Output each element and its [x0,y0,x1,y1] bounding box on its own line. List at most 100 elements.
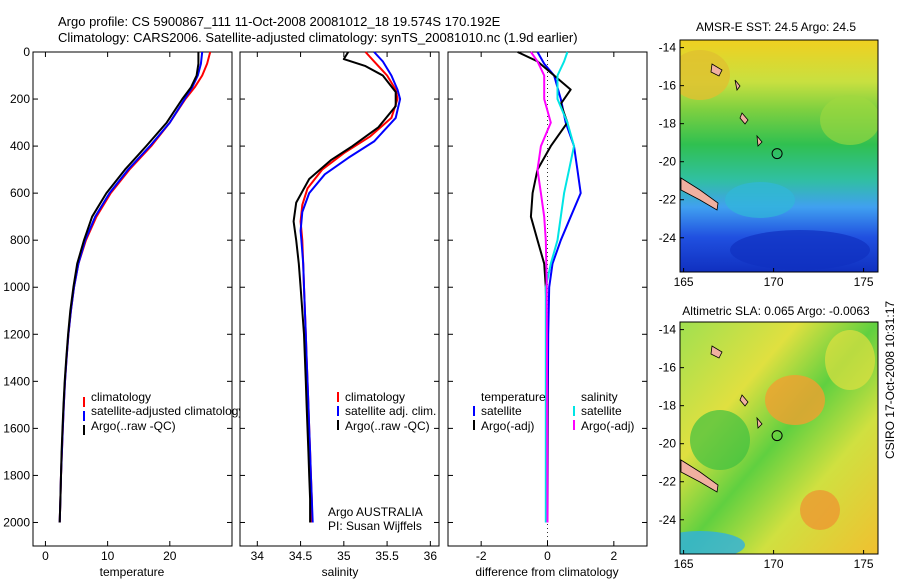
credit-line2: PI: Susan Wijffels [328,519,422,533]
legend-salinity-header: salinity [581,390,618,404]
y-tick-label: 1200 [3,327,30,341]
x-tick-label: 10 [101,549,115,563]
x-tick-label: 20 [163,549,177,563]
x-tick-label: 34 [251,549,265,563]
argo-float-marker [771,148,783,160]
map-y-tick-label: -18 [659,399,677,413]
y-tick-label: 1800 [3,468,30,482]
legend-climatology: climatology [91,390,151,404]
series-line-argo-raw-qc- [292,51,397,523]
y-tick-label: 200 [10,92,30,106]
sst-warm-patch [680,50,730,100]
credit-line1: Argo AUSTRALIA [328,505,423,519]
map-x-tick-label: 165 [674,275,694,289]
temperature-legend: climatology satellite-adjusted climatolo… [83,390,244,435]
salinity-xlabel: salinity [322,565,359,579]
island-outline [739,394,749,407]
y-tick-label: 2000 [3,515,30,529]
y-tick-label: 0 [23,45,30,59]
island-outline [710,345,723,359]
salinity-legend: climatology satellite adj. clim. Argo(..… [337,390,436,433]
sst-cold-band [730,230,870,270]
salinity-frame [239,51,440,547]
sla-high-patch [765,375,825,425]
series-line-satellite-adj-clim- [299,51,402,523]
x-tick-label: 2 [610,549,617,563]
legend-sal-argo: Argo(-adj) [581,419,634,433]
x-tick-label: 0 [544,549,551,563]
sla-map-title: Altimetric SLA: 0.065 Argo: -0.0063 [682,304,870,318]
temperature-frame [32,51,233,547]
series-line-argo-raw-qc- [58,52,200,523]
y-tick-label: 1400 [3,374,30,388]
series-line-salinity-argo-adj- [530,51,552,523]
x-tick-label: 0 [42,549,49,563]
map-y-tick-label: -14 [659,41,677,55]
map-y-tick-label: -20 [659,437,677,451]
sst-map-title: AMSR-E SST: 24.5 Argo: 24.5 [696,20,856,34]
legend-temperature-header: temperature [481,390,546,404]
map-y-tick-label: -16 [659,79,677,93]
legend-temp-argo: Argo(-adj) [481,419,534,433]
legend-temp-satellite: satellite [481,404,522,418]
island-outline [734,79,741,91]
series-line-temperature-satellite [536,51,582,523]
argo-float-marker [771,430,783,442]
y-tick-label: 1600 [3,421,30,435]
map-x-tick-label: 175 [854,557,874,571]
sla-low-patch [690,410,750,470]
sst-patch [820,95,878,145]
y-tick-label: 800 [10,233,30,247]
sst-cool-patch [725,182,795,218]
legend-satellite-adjusted: satellite-adjusted climatology [91,404,244,418]
side-stamp: CSIRO 17-Oct-2008 10:31:17 [883,301,897,459]
sst-map: AMSR-E SST: 24.5 Argo: 24.5 165 170 175 -14… [659,20,879,289]
x-tick-label: 35 [337,549,351,563]
map-y-tick-label: -24 [659,513,677,527]
map-y-tick-label: -18 [659,117,677,131]
map-y-tick-label: -24 [659,231,677,245]
map-x-tick-label: 170 [764,557,784,571]
new-caledonia-outline [680,177,719,211]
difference-axes: -2 0 2 difference from climatology tempera… [447,51,648,579]
y-tick-label: 1000 [3,280,30,294]
map-y-tick-label: -14 [659,323,677,337]
legend-argo: Argo(..raw -QC) [91,419,176,433]
figure-title-line2: Climatology: CARS2006. Satellite-adjuste… [58,30,578,45]
x-tick-label: 34.5 [289,549,313,563]
sla-patch [825,330,875,390]
temperature-xlabel: temperature [100,565,165,579]
salinity-axes: 34 34.5 35 35.5 36 salinity climatology sate… [239,51,440,579]
sla-map: Altimetric SLA: 0.065 Argo: -0.0063 165 1… [659,304,879,571]
sla-cool-band [680,531,745,554]
legend-satellite-adj: satellite adj. clim. [345,404,436,418]
map-x-tick-label: 175 [854,275,874,289]
temperature-axes: 0 10 2002004006008001000120014001600180020… [3,45,244,579]
island-outline [756,416,763,429]
map-x-tick-label: 165 [674,557,694,571]
x-tick-label: 35.5 [375,549,399,563]
map-y-tick-label: -22 [659,475,677,489]
map-y-tick-label: -20 [659,155,677,169]
difference-legend: temperature satellite Argo(-adj) salinit… [473,390,634,433]
map-x-tick-label: 170 [764,275,784,289]
difference-xlabel: difference from climatology [475,565,618,579]
island-outline [739,112,749,125]
legend-argo: Argo(..raw -QC) [345,419,430,433]
figure-title-line1: Argo profile: CS 5900867_111 11-Oct-2008… [58,14,501,29]
sst-map-frame [679,39,879,273]
legend-sal-satellite: satellite [581,404,622,418]
sla-high-patch [800,490,840,530]
y-tick-label: 600 [10,186,30,200]
sla-map-frame [679,321,879,555]
x-tick-label: 36 [424,549,438,563]
map-y-tick-label: -22 [659,193,677,207]
island-outline [756,134,763,147]
island-outline [710,63,723,77]
y-tick-label: 400 [10,139,30,153]
x-tick-label: -2 [476,549,487,563]
map-y-tick-label: -16 [659,361,677,375]
new-caledonia-outline [680,459,719,493]
series-line-salinity-satellite [544,51,575,523]
